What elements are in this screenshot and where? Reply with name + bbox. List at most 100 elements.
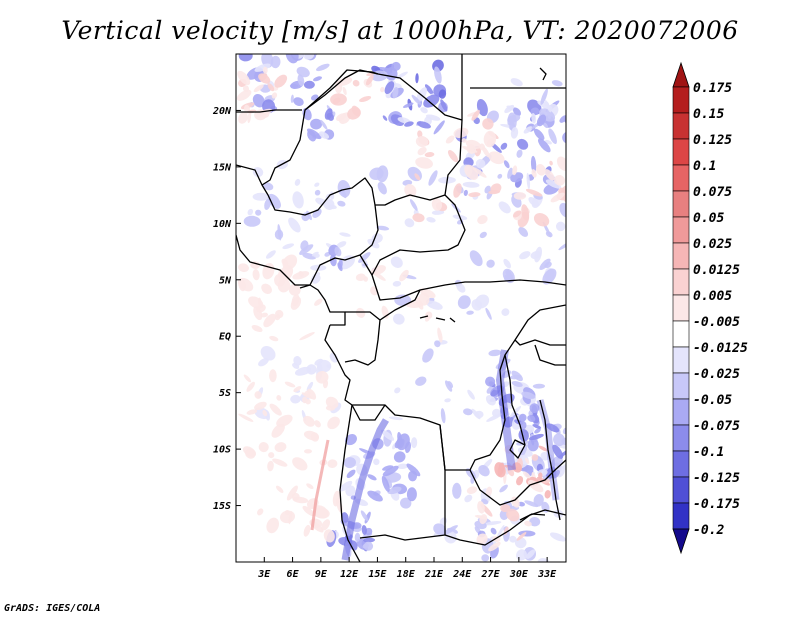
field-patch (293, 97, 304, 106)
field-patch (382, 115, 388, 121)
lon-tick-label: 30E (509, 569, 529, 580)
field-patch (338, 259, 343, 270)
field-patch (293, 356, 302, 366)
field-patch (415, 376, 427, 386)
longitude-axis: 3E 6E 9E 12E 15E 18E 21E 24E 27E 30E 33E (257, 557, 557, 580)
field-patch (276, 414, 293, 427)
field-patch (518, 501, 525, 507)
field-patch (292, 496, 309, 504)
field-patch (534, 428, 541, 434)
field-patch (552, 444, 564, 459)
field-patch (248, 296, 264, 309)
field-patch (271, 423, 285, 438)
field-patch (510, 127, 519, 139)
field-patch (277, 224, 282, 241)
field-patch (527, 438, 539, 452)
field-patch (274, 314, 281, 321)
field-patch (533, 128, 545, 141)
field-patch (528, 197, 540, 207)
field-patch (538, 445, 548, 452)
colorbar-swatch (672, 112, 690, 140)
lon-tick-label: 18E (397, 569, 416, 580)
field-patch (562, 131, 566, 144)
field-patch (529, 516, 541, 527)
field-patch (326, 364, 332, 369)
field-patch (315, 370, 329, 384)
colorbar-label: -0.005 (693, 315, 740, 330)
field-patch (424, 84, 434, 95)
field-patch (265, 250, 276, 259)
field-patch (415, 296, 424, 310)
colorbar-swatch (672, 424, 690, 452)
lon-tick-label: 33E (537, 569, 557, 580)
colorbar-label: 0.1 (693, 159, 716, 174)
field-patch (314, 189, 321, 196)
field-patch (509, 535, 517, 543)
field-patch (518, 429, 529, 442)
field-patch (316, 63, 330, 72)
field-patch (559, 115, 566, 123)
field-patch (282, 243, 295, 250)
field-patch (406, 487, 417, 502)
field-patch (554, 175, 566, 186)
field-patch (482, 118, 494, 130)
field-patch (533, 493, 544, 507)
field-patch (485, 394, 496, 406)
field-patch (426, 217, 436, 223)
field-patch (303, 80, 315, 89)
field-patch (267, 460, 274, 472)
field-patch (483, 521, 502, 526)
field-patch (270, 55, 281, 69)
field-patch (506, 508, 520, 522)
colorbar: 0.175 0.15 0.125 0.1 0.075 0.05 0.025 0.0125 0.0… (672, 61, 748, 555)
field-patch (269, 403, 282, 416)
lon-tick-label: 27E (481, 569, 501, 580)
field-patch (321, 519, 331, 531)
lat-tick-label: 5S (219, 388, 231, 399)
field-patch (288, 217, 301, 233)
field-patch (526, 172, 531, 190)
field-patch (476, 533, 488, 545)
field-patch (466, 310, 474, 315)
field-patch (424, 316, 430, 322)
field-patch (415, 136, 429, 148)
field-patch (327, 416, 340, 430)
field-patch (488, 541, 501, 552)
field-patch (530, 155, 537, 173)
field-patch (271, 92, 278, 99)
field-patch (303, 54, 315, 60)
lat-tick-label: 15S (213, 501, 231, 512)
field-patch (531, 454, 539, 461)
field-patch (343, 457, 356, 469)
field-patch (237, 70, 251, 86)
field-patch (335, 113, 347, 122)
colorbar-swatch (672, 320, 690, 348)
field-patch (406, 463, 421, 477)
field-patch (288, 283, 301, 296)
field-patch (524, 520, 532, 527)
field-patch (310, 432, 320, 442)
field-patch (501, 308, 510, 316)
field-patch (433, 120, 445, 135)
field-patch (467, 389, 475, 400)
field-patch (252, 192, 270, 201)
field-patch (245, 448, 256, 459)
field-patch (278, 265, 294, 282)
colorbar-swatch (672, 86, 690, 114)
field-patch (416, 121, 431, 129)
field-patch (391, 61, 401, 71)
field-patch (404, 441, 412, 454)
colorbar-label: 0.075 (693, 185, 732, 200)
field-patch (279, 510, 296, 524)
field-patch (444, 398, 451, 403)
field-patch (392, 280, 402, 287)
field-patch (497, 173, 503, 179)
field-patch (284, 381, 296, 388)
field-patch (257, 508, 264, 516)
field-patch (481, 554, 490, 562)
offshore-updraft-band (310, 439, 330, 531)
field-patch (238, 112, 248, 124)
field-patch (525, 549, 536, 559)
field-patch (302, 505, 315, 517)
field-patch (290, 94, 294, 103)
